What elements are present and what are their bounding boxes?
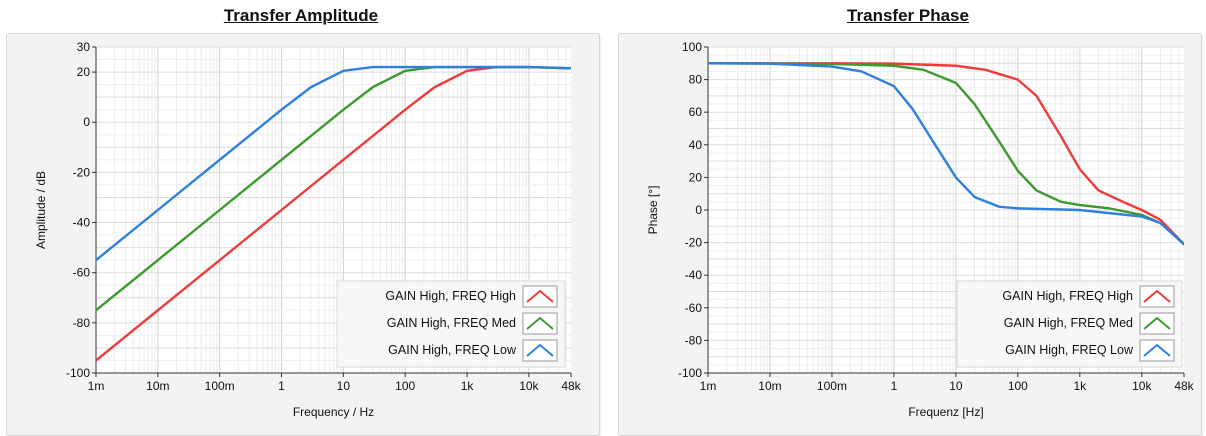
phase-x-tick-label: 10m (758, 379, 781, 393)
phase-x-axis-label: Frequenz [Hz] (908, 405, 983, 419)
amplitude-legend-label-gain-high-freq-low: GAIN High, FREQ Low (388, 343, 517, 357)
amplitude-legend-label-gain-high-freq-high: GAIN High, FREQ High (385, 289, 516, 303)
phase-y-axis-label: Phase [°] (646, 186, 660, 235)
amplitude-chart-panel: 30 20 0 -20 -40 -60 -80 -100 1m 10m 100m 1 10 100 1k 10… (6, 33, 600, 436)
amplitude-x-tick-label: 10k (519, 379, 539, 393)
amplitude-y-tick-label: 0 (83, 115, 90, 129)
phase-legend-label-gain-high-freq-med: GAIN High, FREQ Med (1004, 316, 1133, 330)
phase-y-tick-label: -60 (685, 301, 703, 315)
amplitude-x-tick-label: 48k (561, 379, 581, 393)
phase-y-tick-label: -20 (685, 236, 703, 250)
phase-x-tick-label: 100m (817, 379, 847, 393)
phase-y-tick-label: 0 (695, 203, 702, 217)
amplitude-legend-swatch-gain-high-freq-low[interactable] (522, 339, 558, 362)
amplitude-x-tick-label: 10m (146, 379, 169, 393)
phase-y-tick-label: 100 (682, 40, 702, 54)
phase-legend-swatch-gain-high-freq-high[interactable] (1139, 285, 1175, 308)
amplitude-x-tick-label: 1m (88, 379, 105, 393)
phase-legend-label-gain-high-freq-high: GAIN High, FREQ High (1002, 289, 1133, 303)
phase-series-line-gain-high-freq-low (708, 62, 1184, 246)
amplitude-y-tick-label: -60 (73, 266, 91, 280)
phase-x-tick-label: 1k (1073, 379, 1087, 393)
phase-chart-panel: 100 80 60 40 20 0 -20 -40 -60 -80 -100 1m 10m 100m 1 10… (618, 33, 1202, 436)
phase-y-tick-label: -40 (685, 268, 703, 282)
phase-legend-swatch-mark (1143, 343, 1171, 357)
phase-x-tick-label: 10 (949, 379, 963, 393)
amplitude-chart-title: Transfer Amplitude (223, 6, 379, 25)
amplitude-x-tick-label: 100 (395, 379, 415, 393)
phase-series-group (708, 62, 1184, 246)
phase-y-tick-label: 60 (689, 105, 703, 119)
amplitude-y-tick-label: -100 (66, 366, 90, 380)
phase-y-tick-label: 20 (689, 170, 703, 184)
phase-x-tick-label: 10k (1132, 379, 1152, 393)
amplitude-y-tick-label: 30 (77, 40, 91, 54)
amplitude-y-axis-label: Amplitude / dB (34, 171, 48, 249)
phase-x-tick-label: 100 (1008, 379, 1028, 393)
phase-x-tick-label: 1 (891, 379, 898, 393)
phase-y-tick-label: 80 (689, 73, 703, 87)
phase-legend: GAIN High, FREQ High GAIN High, FREQ Med G… (956, 280, 1183, 368)
phase-y-tick-label: -100 (678, 366, 702, 380)
phase-legend-swatch-gain-high-freq-med[interactable] (1139, 312, 1175, 335)
amplitude-legend: GAIN High, FREQ High GAIN High, FREQ Med G… (336, 280, 566, 368)
amplitude-y-tick-label: -40 (73, 216, 91, 230)
amplitude-legend-swatch-mark (526, 316, 554, 330)
phase-legend-swatch-mark (1143, 316, 1171, 330)
phase-series-line-gain-high-freq-high (708, 62, 1184, 246)
amplitude-legend-swatch-mark (526, 289, 554, 303)
phase-legend-swatch-mark (1143, 289, 1171, 303)
phase-chart-title: Transfer Phase (847, 6, 969, 25)
phase-series-line-gain-high-freq-med (708, 62, 1184, 246)
amplitude-x-tick-label: 1 (278, 379, 285, 393)
phase-x-tick-label: 48k (1174, 379, 1194, 393)
amplitude-x-axis-label: Frequency / Hz (293, 405, 374, 419)
amplitude-legend-swatch-mark (526, 343, 554, 357)
amplitude-x-tick-label: 10 (337, 379, 351, 393)
amplitude-x-tick-label: 1k (461, 379, 475, 393)
amplitude-legend-swatch-gain-high-freq-high[interactable] (522, 285, 558, 308)
amplitude-series-group (96, 65, 571, 362)
amplitude-y-tick-label: 20 (77, 65, 91, 79)
amplitude-y-tick-label: -20 (73, 165, 91, 179)
phase-y-tick-label: -80 (685, 333, 703, 347)
amplitude-legend-swatch-gain-high-freq-med[interactable] (522, 312, 558, 335)
amplitude-legend-label-gain-high-freq-med: GAIN High, FREQ Med (387, 316, 516, 330)
amplitude-y-tick-label: -80 (73, 316, 91, 330)
phase-legend-label-gain-high-freq-low: GAIN High, FREQ Low (1005, 343, 1134, 357)
amplitude-series-line-gain-high-freq-low (96, 65, 571, 262)
amplitude-x-tick-label: 100m (205, 379, 235, 393)
phase-y-tick-label: 40 (689, 138, 703, 152)
phase-legend-swatch-gain-high-freq-low[interactable] (1139, 339, 1175, 362)
phase-x-tick-label: 1m (700, 379, 717, 393)
